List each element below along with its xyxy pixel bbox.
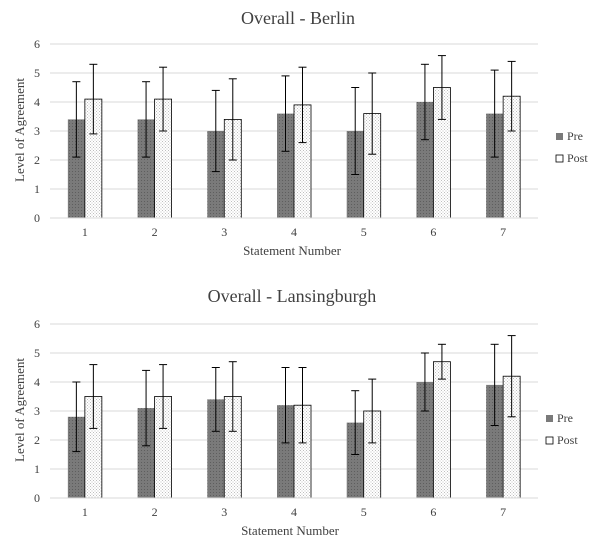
- x-tick-label: 3: [221, 225, 227, 239]
- legend-swatch-post: [545, 436, 554, 445]
- bar-pre: [137, 408, 155, 498]
- y-tick-label: 0: [34, 211, 40, 225]
- y-tick-label: 5: [34, 346, 40, 360]
- x-tick-label: 3: [221, 505, 227, 519]
- x-axis-title: Statement Number: [243, 243, 342, 258]
- bar-pre: [67, 416, 85, 498]
- bar-pre: [486, 384, 504, 498]
- legend-swatch-pre: [546, 415, 553, 422]
- y-tick-label: 2: [34, 153, 40, 167]
- x-tick-label: 1: [82, 505, 88, 519]
- x-tick-label: 4: [291, 225, 297, 239]
- chart-title: Overall - Berlin: [241, 8, 355, 28]
- y-tick-label: 4: [34, 95, 40, 109]
- legend-label-post: Post: [567, 151, 588, 165]
- plot-area: 0 1 2 3 4 5 6 1 2 3 4 5 6 7: [34, 37, 538, 239]
- x-tick-label: 7: [500, 505, 506, 519]
- bar-pre: [67, 119, 85, 218]
- bar-pre: [207, 131, 225, 218]
- y-tick-label: 6: [34, 37, 40, 51]
- legend: Pre Post: [545, 411, 578, 447]
- chart-berlin: Overall - Berlin Level of Agreement Stat…: [12, 8, 588, 258]
- bar-pre: [277, 113, 294, 218]
- y-tick-label: 3: [34, 404, 40, 418]
- legend-label-pre: Pre: [557, 411, 573, 425]
- x-tick-label: 4: [291, 505, 297, 519]
- bar-pre: [137, 119, 155, 218]
- legend-label-pre: Pre: [567, 129, 583, 143]
- bar-pre: [416, 102, 434, 218]
- chart-title: Overall - Lansingburgh: [208, 286, 377, 306]
- y-tick-label: 2: [34, 433, 40, 447]
- x-tick-label: 1: [82, 225, 88, 239]
- x-tick-label: 5: [361, 505, 367, 519]
- chart-lansingburgh: Overall - Lansingburgh Level of Agreemen…: [12, 286, 578, 538]
- bar-pre: [277, 405, 294, 498]
- bar-pre: [207, 399, 225, 498]
- y-tick-label: 3: [34, 124, 40, 138]
- legend: Pre Post: [555, 129, 588, 165]
- y-tick-label: 1: [34, 182, 40, 196]
- y-tick-label: 4: [34, 375, 40, 389]
- plot-area: 0 1 2 3 4 5 6 1 2 3 4 5 6 7: [34, 317, 538, 519]
- y-axis-title: Level of Agreement: [12, 358, 27, 462]
- x-tick-label: 6: [430, 225, 436, 239]
- legend-swatch-pre: [556, 133, 563, 140]
- bar-pre: [346, 422, 364, 498]
- y-axis-title: Level of Agreement: [12, 78, 27, 182]
- legend-swatch-post: [555, 154, 564, 163]
- legend-label-post: Post: [557, 433, 578, 447]
- bar-pre: [416, 382, 434, 498]
- bar-pre: [486, 113, 504, 218]
- y-tick-label: 1: [34, 462, 40, 476]
- y-tick-label: 5: [34, 66, 40, 80]
- y-tick-label: 0: [34, 491, 40, 505]
- x-tick-label: 6: [430, 505, 436, 519]
- y-tick-label: 6: [34, 317, 40, 331]
- x-tick-label: 5: [361, 225, 367, 239]
- x-tick-label: 7: [500, 225, 506, 239]
- bar-post: [433, 361, 451, 499]
- x-tick-label: 2: [152, 225, 158, 239]
- x-tick-label: 2: [152, 505, 158, 519]
- x-axis-title: Statement Number: [241, 523, 340, 538]
